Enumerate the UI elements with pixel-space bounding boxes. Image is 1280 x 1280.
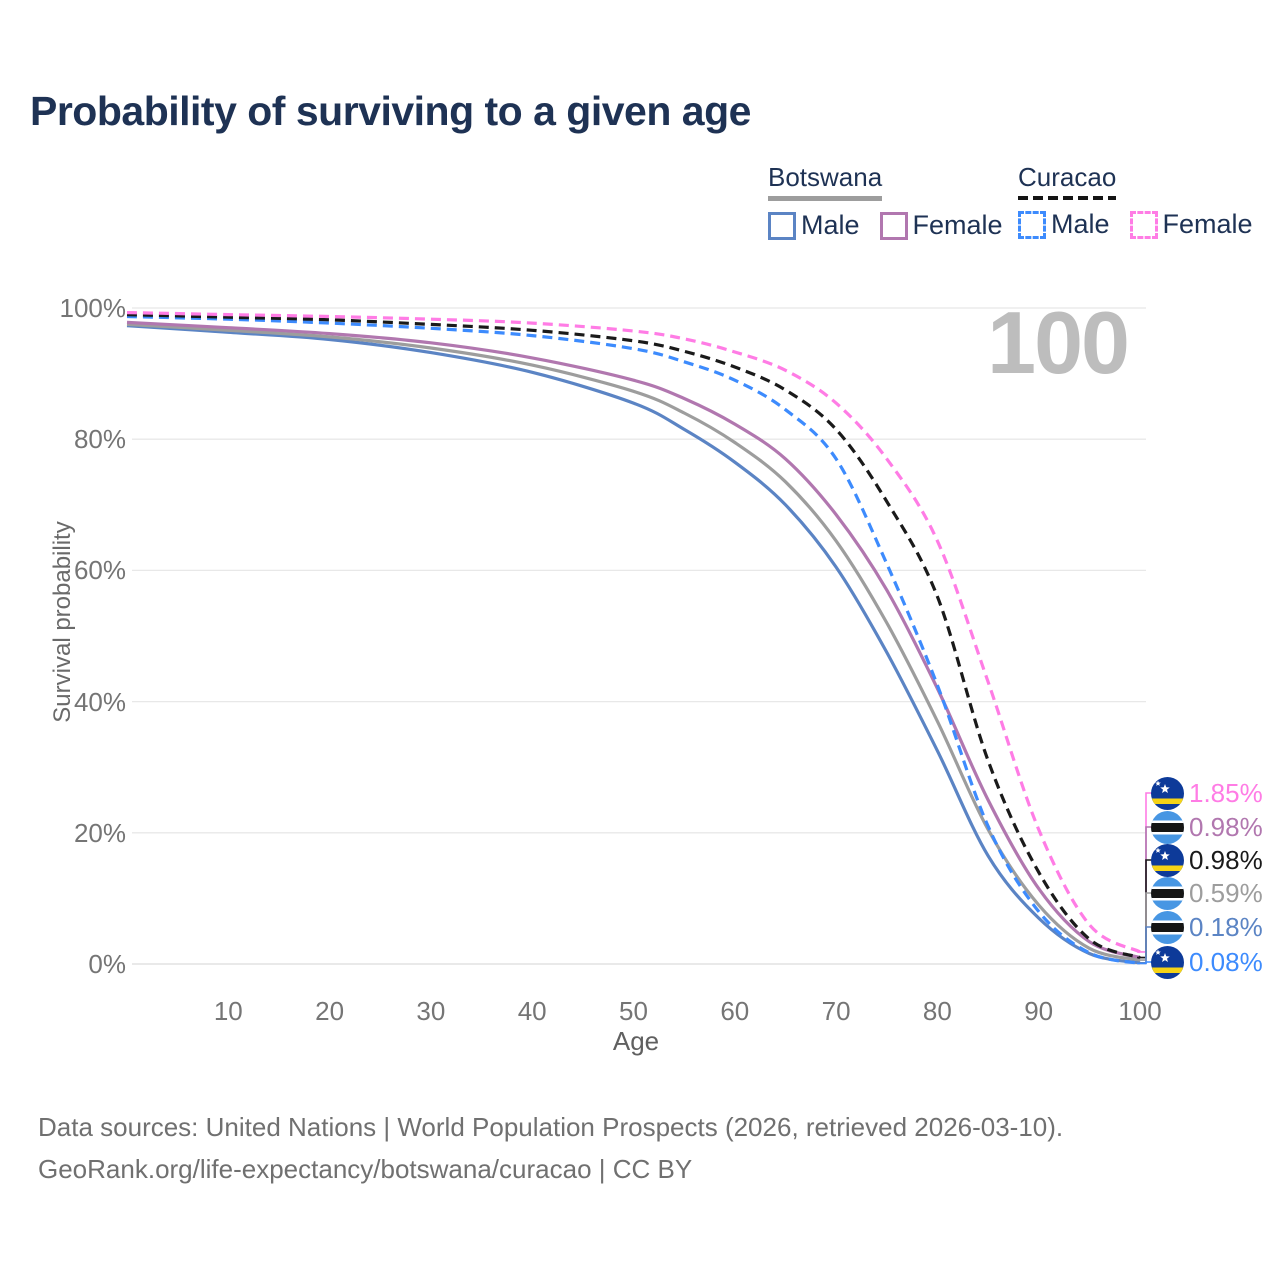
legend-swatch-solid — [768, 211, 796, 240]
y-tick-100: 100% — [59, 293, 127, 323]
end-label-value: 0.98% — [1189, 812, 1263, 842]
curacao-flag-icon — [1151, 945, 1184, 979]
end-label-value: 0.08% — [1189, 947, 1263, 977]
curve-botswana-female — [126, 320, 1141, 960]
x-tick-70: 70 — [821, 996, 851, 1026]
legend-item-curacao-male: Male — [1018, 209, 1110, 240]
footer: Data sources: United Nations | World Pop… — [38, 1106, 1063, 1190]
page-title: Probability of surviving to a given age — [30, 88, 751, 134]
end-label-curacao-female: 1.85% — [1151, 776, 1263, 810]
x-tick-30: 30 — [416, 996, 446, 1026]
x-tick-60: 60 — [720, 996, 750, 1026]
legend-item-curacao-female: Female — [1129, 209, 1253, 240]
x-axis-title: Age — [612, 1026, 660, 1056]
legend-group-underline — [768, 196, 883, 201]
x-tick-100: 100 — [1118, 996, 1162, 1026]
footer-sources: Data sources: United Nations | World Pop… — [38, 1112, 1064, 1142]
botswana-flag-icon — [1151, 810, 1184, 844]
watermark-age-100: 100 — [987, 293, 1130, 392]
legend-group-title: Botswana — [768, 162, 883, 201]
y-tick-80: 80% — [73, 424, 126, 455]
legend-swatch-solid — [879, 211, 908, 240]
footer-attribution: GeoRank.org/life-expectancy/botswana/cur… — [38, 1154, 693, 1184]
botswana-flag-icon — [1151, 910, 1184, 944]
legend-item-label: Female — [912, 210, 1003, 240]
botswana-flag-icon — [1151, 876, 1184, 910]
legend-item-botswana-male: Male — [768, 210, 860, 241]
curacao-flag-icon — [1151, 843, 1184, 877]
end-label-value: 1.85% — [1189, 778, 1263, 808]
y-tick-40: 40% — [73, 686, 126, 717]
legend-group-curacao: Curacao Male Female — [1018, 162, 1253, 240]
legend-item-label: Male — [1051, 209, 1110, 239]
curve-botswana-male — [126, 324, 1141, 965]
curve-curacao-male — [126, 314, 1141, 966]
legend-item-label: Male — [801, 210, 860, 240]
end-label-botswana-female: 0.98% — [1151, 810, 1263, 844]
curve-curacao-female — [126, 311, 1141, 954]
legend-item-label: Female — [1162, 209, 1253, 239]
legend-group-underline — [1018, 196, 1117, 200]
curacao-flag-icon — [1151, 776, 1184, 810]
label-connector-curacao-male — [1137, 961, 1154, 965]
legend-group-title: Curacao — [1018, 162, 1117, 200]
curve-curacao-all — [126, 313, 1141, 960]
end-label-value: 0.59% — [1189, 878, 1263, 908]
x-tick-40: 40 — [517, 996, 547, 1026]
end-label-botswana-all: 0.59% — [1151, 876, 1263, 910]
end-label-value: 0.98% — [1189, 845, 1263, 875]
x-tick-20: 20 — [315, 996, 345, 1026]
x-tick-80: 80 — [922, 996, 952, 1026]
legend-group-botswana: Botswana Male Female — [768, 162, 1003, 241]
curve-botswana-all — [126, 322, 1141, 962]
legend-swatch-dashed — [1129, 210, 1158, 239]
x-tick-50: 50 — [619, 996, 648, 1026]
y-tick-60: 60% — [73, 555, 126, 586]
end-label-value: 0.18% — [1189, 912, 1263, 942]
end-label-curacao-all: 0.98% — [1151, 843, 1263, 877]
y-tick-20: 20% — [73, 817, 126, 848]
end-label-curacao-male: 0.08% — [1151, 945, 1263, 979]
end-label-botswana-male: 0.18% — [1151, 910, 1263, 944]
x-tick-90: 90 — [1024, 996, 1054, 1026]
x-tick-10: 10 — [213, 996, 243, 1026]
legend-item-botswana-female: Female — [879, 210, 1003, 241]
y-tick-0: 0% — [88, 949, 126, 979]
legend-swatch-dashed — [1018, 210, 1046, 239]
